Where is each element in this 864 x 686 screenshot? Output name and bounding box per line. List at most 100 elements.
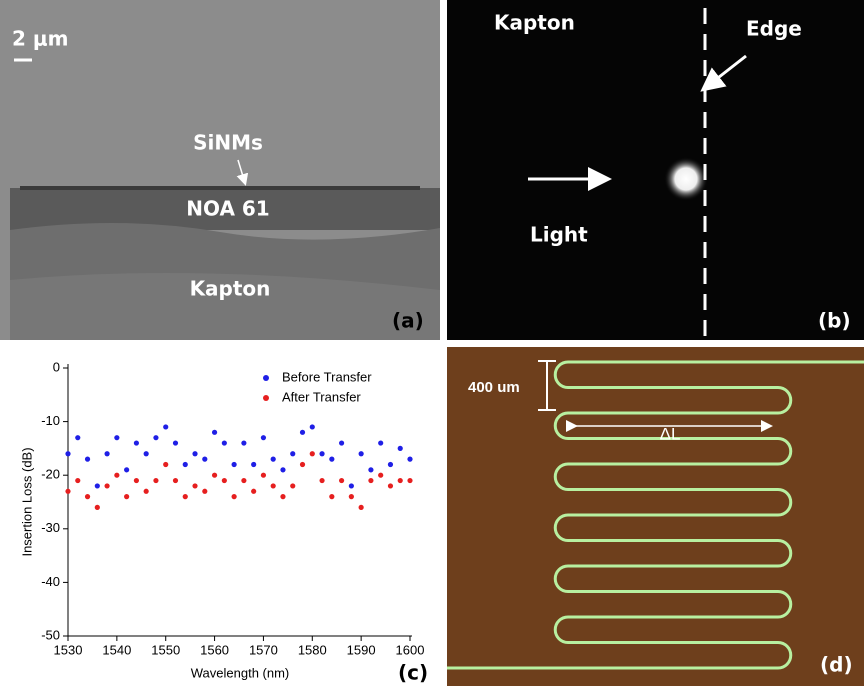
layer-label: NOA 61 bbox=[186, 197, 269, 221]
text: Light bbox=[530, 223, 588, 247]
data-point bbox=[65, 489, 70, 494]
data-point bbox=[368, 478, 373, 483]
data-point bbox=[388, 462, 393, 467]
data-point bbox=[339, 440, 344, 445]
y-tick-label: -30 bbox=[41, 520, 60, 535]
y-tick-label: -40 bbox=[41, 574, 60, 589]
panel-label: (c) bbox=[398, 661, 428, 685]
data-point bbox=[163, 424, 168, 429]
data-point bbox=[85, 494, 90, 499]
y-tick-label: -50 bbox=[41, 627, 60, 642]
data-point bbox=[134, 478, 139, 483]
data-point bbox=[349, 483, 354, 488]
data-point bbox=[280, 467, 285, 472]
data-point bbox=[368, 467, 373, 472]
data-point bbox=[104, 451, 109, 456]
data-point bbox=[124, 494, 129, 499]
data-point bbox=[75, 435, 80, 440]
x-tick-label: 1590 bbox=[347, 642, 376, 657]
data-point bbox=[310, 424, 315, 429]
data-point bbox=[153, 478, 158, 483]
data-point bbox=[398, 446, 403, 451]
light-spot bbox=[664, 157, 708, 201]
data-point bbox=[95, 483, 100, 488]
data-point bbox=[329, 494, 334, 499]
data-point bbox=[222, 440, 227, 445]
data-point bbox=[65, 451, 70, 456]
x-tick-label: 1550 bbox=[151, 642, 180, 657]
data-point bbox=[349, 494, 354, 499]
data-point bbox=[251, 489, 256, 494]
data-point bbox=[163, 462, 168, 467]
data-point bbox=[359, 451, 364, 456]
data-point bbox=[329, 457, 334, 462]
data-point bbox=[75, 478, 80, 483]
x-tick-label: 1530 bbox=[54, 642, 83, 657]
data-point bbox=[192, 451, 197, 456]
data-point bbox=[271, 457, 276, 462]
data-point bbox=[261, 473, 266, 478]
data-point bbox=[232, 494, 237, 499]
y-tick-label: 0 bbox=[53, 359, 60, 374]
x-tick-label: 1600 bbox=[396, 642, 425, 657]
text: Edge bbox=[746, 17, 802, 41]
data-point bbox=[114, 473, 119, 478]
panel-label: (d) bbox=[820, 653, 853, 677]
data-point bbox=[192, 483, 197, 488]
data-point bbox=[359, 505, 364, 510]
panel-a: 2 μm SiNMs NOA 61 Kapton (a) bbox=[0, 0, 440, 340]
y-axis-title: Insertion Loss (dB) bbox=[19, 447, 34, 556]
data-point bbox=[153, 435, 158, 440]
data-point bbox=[300, 462, 305, 467]
data-point bbox=[183, 462, 188, 467]
data-point bbox=[290, 451, 295, 456]
text: 400 um bbox=[468, 379, 520, 396]
data-point bbox=[134, 440, 139, 445]
data-point bbox=[183, 494, 188, 499]
panel-b: Kapton Edge Light (b) bbox=[447, 0, 864, 340]
data-point bbox=[202, 489, 207, 494]
data-point bbox=[124, 467, 129, 472]
x-axis-title: Wavelength (nm) bbox=[191, 665, 290, 680]
data-point bbox=[388, 483, 393, 488]
y-tick-label: -20 bbox=[41, 467, 60, 482]
page: {"panels": { "a": {"scale": "2 μm", "lay… bbox=[0, 0, 864, 686]
data-point bbox=[85, 457, 90, 462]
data-point bbox=[407, 478, 412, 483]
data-point bbox=[271, 483, 276, 488]
x-tick-label: 1580 bbox=[298, 642, 327, 657]
data-point bbox=[300, 430, 305, 435]
data-point bbox=[95, 505, 100, 510]
panel-d: 400 um ΔL (d) bbox=[447, 347, 864, 686]
legend-marker bbox=[263, 395, 269, 401]
data-point bbox=[222, 478, 227, 483]
data-point bbox=[310, 451, 315, 456]
data-point bbox=[398, 478, 403, 483]
legend-label: Before Transfer bbox=[282, 369, 372, 384]
data-point bbox=[232, 462, 237, 467]
data-point bbox=[212, 473, 217, 478]
data-point bbox=[290, 483, 295, 488]
data-point bbox=[212, 430, 217, 435]
data-point bbox=[319, 478, 324, 483]
data-point bbox=[173, 440, 178, 445]
data-point bbox=[339, 478, 344, 483]
data-point bbox=[319, 451, 324, 456]
x-tick-label: 1570 bbox=[249, 642, 278, 657]
data-point bbox=[251, 462, 256, 467]
panel-label: (a) bbox=[392, 309, 424, 333]
sinm-layer bbox=[20, 186, 420, 190]
data-point bbox=[378, 440, 383, 445]
layer-label: Kapton bbox=[190, 277, 271, 301]
x-tick-label: 1540 bbox=[102, 642, 131, 657]
figure: 2 μm SiNMs NOA 61 Kapton (a) Kapton Edge… bbox=[0, 0, 864, 686]
data-point bbox=[280, 494, 285, 499]
data-point bbox=[241, 440, 246, 445]
y-tick-label: -10 bbox=[41, 413, 60, 428]
data-point bbox=[378, 473, 383, 478]
optical-background bbox=[447, 0, 864, 340]
data-point bbox=[261, 435, 266, 440]
data-point bbox=[144, 451, 149, 456]
data-point bbox=[407, 457, 412, 462]
layer-label: SiNMs bbox=[193, 131, 263, 155]
